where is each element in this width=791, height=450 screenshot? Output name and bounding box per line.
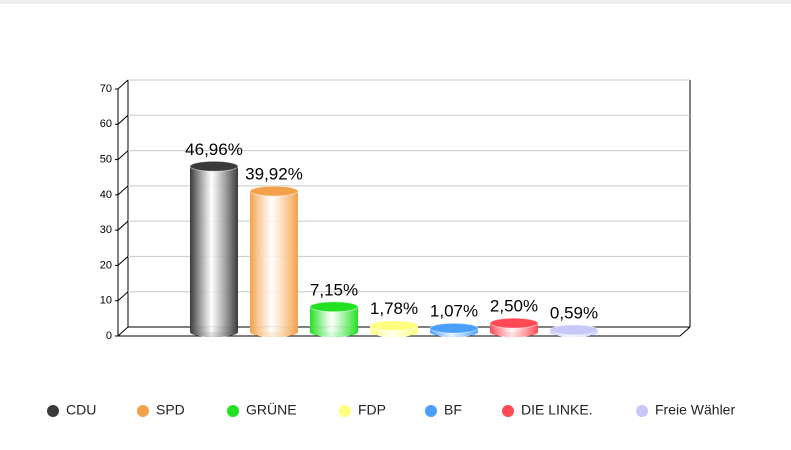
value-label: 1,78% [370, 299, 418, 318]
legend-label: CDU [66, 402, 96, 418]
y-tick-label: 60 [100, 118, 112, 130]
legend-swatch [636, 405, 648, 417]
bar-top [249, 185, 299, 197]
y-tick-label: 0 [106, 330, 112, 342]
y-tick-label: 40 [100, 189, 112, 201]
value-label: 39,92% [245, 165, 303, 184]
bar-top [189, 160, 239, 172]
bar-top [369, 320, 419, 332]
legend-swatch [425, 405, 437, 417]
bar [249, 185, 299, 337]
bar [369, 320, 419, 337]
legend-swatch [227, 405, 239, 417]
grid-diagonal [117, 114, 129, 125]
legend-label: SPD [156, 402, 185, 418]
value-label: 1,07% [430, 302, 478, 321]
value-label: 0,59% [550, 303, 598, 322]
bar-bottom-front [490, 327, 538, 337]
legend-swatch [47, 405, 59, 417]
y-tick-label: 30 [100, 224, 112, 236]
y-tick-label: 20 [100, 259, 112, 271]
bar-top [429, 322, 479, 334]
grid-diagonal [117, 326, 129, 337]
y-tick-label: 50 [100, 153, 112, 165]
floor-right [679, 326, 691, 337]
grid-diagonal [117, 79, 129, 90]
legend-label: GRÜNE [246, 401, 297, 418]
legend-swatch [137, 405, 149, 417]
top-strip [0, 0, 791, 4]
bar-bottom-front [250, 327, 298, 337]
legend-label: Freie Wähler [655, 402, 735, 418]
bar [429, 322, 479, 337]
grid-diagonal [117, 150, 129, 160]
bar-bottom-front [190, 327, 238, 337]
bar-bottom-front [310, 327, 358, 337]
value-label: 2,50% [490, 297, 538, 316]
y-tick-label: 70 [100, 83, 112, 95]
grid-diagonal [117, 291, 129, 302]
y-tick-label: 10 [100, 295, 112, 307]
grid-diagonal [117, 256, 129, 266]
bar [189, 160, 239, 337]
value-label: 46,96% [185, 140, 243, 159]
bar [309, 301, 359, 337]
bar-top [549, 324, 599, 336]
bar [549, 324, 599, 337]
bar [489, 317, 539, 337]
legend-label: DIE LINKE. [521, 402, 593, 418]
grid-diagonal [117, 220, 129, 231]
grid-diagonal [117, 185, 129, 196]
legend-swatch [339, 405, 351, 417]
legend-label: FDP [358, 402, 386, 418]
bar-body [190, 166, 238, 332]
legend-swatch [502, 405, 514, 417]
value-label: 7,15% [310, 280, 358, 299]
bar-top [489, 317, 539, 329]
bar-body [250, 191, 298, 332]
legend-label: BF [444, 402, 462, 418]
bar-top [309, 301, 359, 313]
